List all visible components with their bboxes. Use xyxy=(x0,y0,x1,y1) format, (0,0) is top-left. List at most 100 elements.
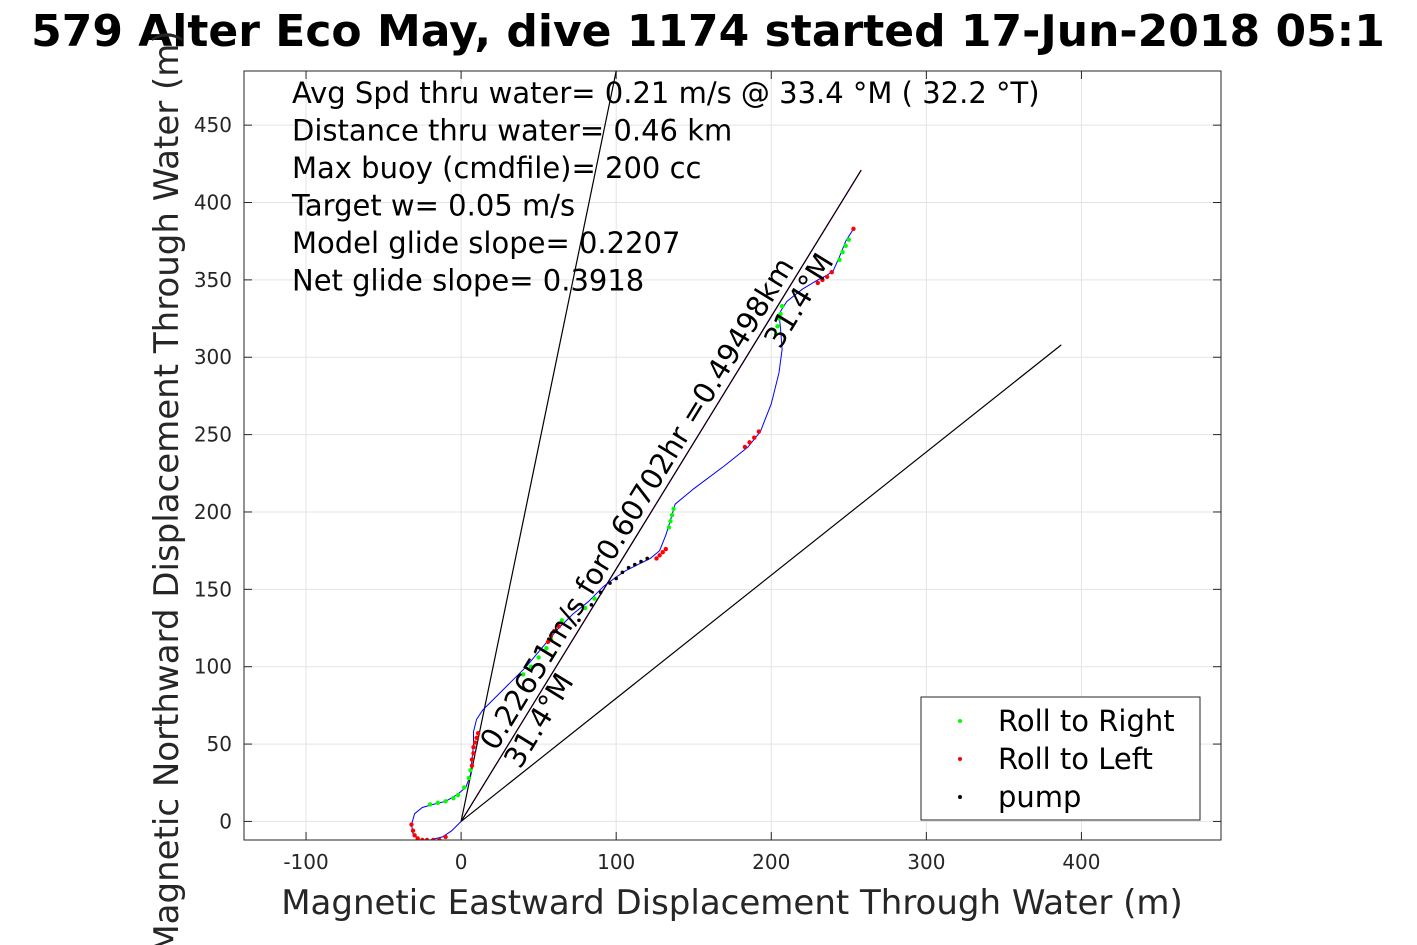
data-point xyxy=(468,768,473,773)
data-point xyxy=(443,834,448,840)
data-point xyxy=(660,550,665,555)
y-tick-label: 300 xyxy=(194,345,232,369)
data-point xyxy=(747,440,752,445)
data-point xyxy=(409,822,414,827)
data-point xyxy=(614,576,618,581)
data-point xyxy=(829,269,834,275)
y-tick-label: 450 xyxy=(194,113,232,137)
y-tick-label: 0 xyxy=(219,809,232,833)
data-point xyxy=(776,316,782,321)
guide-line xyxy=(460,344,1062,822)
legend-marker xyxy=(958,757,962,761)
data-point xyxy=(666,525,672,530)
data-point xyxy=(778,311,783,317)
data-point xyxy=(756,429,762,434)
data-point xyxy=(551,628,557,634)
data-point xyxy=(843,243,848,249)
data-point xyxy=(773,331,779,337)
data-point xyxy=(837,257,842,262)
data-point xyxy=(820,277,825,283)
x-tick-label: 100 xyxy=(597,850,635,874)
data-point xyxy=(639,559,643,564)
x-tick-label: 400 xyxy=(1062,850,1100,874)
data-point xyxy=(592,596,597,601)
y-tick-label: 350 xyxy=(194,268,232,292)
roll-points xyxy=(409,226,856,840)
grid xyxy=(244,71,1221,840)
y-axis-label: Magnetic Northward Displacement Through … xyxy=(147,30,187,945)
y-tick-label: 150 xyxy=(194,577,232,601)
data-point xyxy=(556,624,562,629)
stats-line: Model glide slope= 0.2207 xyxy=(292,226,680,260)
data-point xyxy=(451,796,456,801)
data-point xyxy=(669,512,675,518)
data-point xyxy=(663,546,669,552)
data-point xyxy=(475,731,481,736)
stats-line: Target w= 0.05 m/s xyxy=(291,189,575,223)
data-point xyxy=(471,751,476,756)
data-point xyxy=(671,506,676,512)
data-point xyxy=(462,785,467,790)
y-tick-label: 400 xyxy=(194,191,232,215)
data-point xyxy=(548,636,554,642)
data-point xyxy=(427,802,433,807)
data-point xyxy=(443,799,448,804)
data-point xyxy=(536,655,541,660)
legend-label: Roll to Left xyxy=(998,742,1153,776)
y-tick-label: 200 xyxy=(194,500,232,524)
data-point xyxy=(472,740,478,745)
data-point xyxy=(420,837,425,840)
stats-text-box: Avg Spd thru water= 0.21 m/s @ 33.4 °M (… xyxy=(291,76,1040,298)
data-point xyxy=(840,249,845,255)
data-point xyxy=(645,556,650,561)
data-point xyxy=(437,837,442,840)
data-point xyxy=(815,280,820,286)
legend-label: Roll to Right xyxy=(998,704,1175,738)
x-axis-label: Magnetic Eastward Displacement Through W… xyxy=(281,883,1183,923)
data-point xyxy=(545,639,551,645)
data-point xyxy=(846,237,852,242)
legend-marker xyxy=(958,719,962,723)
data-point xyxy=(412,833,417,838)
data-point xyxy=(620,570,625,575)
x-tick-label: 200 xyxy=(752,850,790,874)
data-point xyxy=(779,303,785,309)
data-point xyxy=(654,556,659,561)
data-point xyxy=(752,435,757,440)
data-point xyxy=(520,672,526,677)
data-point xyxy=(415,836,420,840)
data-point xyxy=(608,581,612,585)
data-point xyxy=(633,562,637,567)
data-point xyxy=(455,792,461,798)
x-tick-label: 0 xyxy=(455,850,468,874)
data-point xyxy=(577,618,581,623)
data-point xyxy=(559,618,565,623)
plot-frame xyxy=(243,70,1222,841)
y-tick-label: 100 xyxy=(194,655,232,679)
data-point xyxy=(589,603,594,607)
data-point xyxy=(824,274,830,279)
data-point xyxy=(548,633,554,638)
y-tick-label: 250 xyxy=(194,423,232,447)
data-point xyxy=(424,837,430,840)
data-point xyxy=(544,645,549,651)
data-point xyxy=(668,519,673,524)
data-point xyxy=(466,775,472,781)
data-point xyxy=(742,444,748,450)
stats-line: Max buoy (cmdfile)= 200 cc xyxy=(292,151,701,185)
data-point xyxy=(410,828,416,833)
legend-label: pump xyxy=(998,780,1081,814)
guide-lines xyxy=(460,71,1062,822)
data-point xyxy=(469,763,475,768)
chart-title: 579 Alter Eco May, dive 1174 started 17-… xyxy=(31,6,1385,57)
data-point xyxy=(474,735,479,741)
data-point xyxy=(430,837,436,840)
data-point xyxy=(775,324,780,329)
stats-line: Distance thru water= 0.46 km xyxy=(292,114,732,148)
y-tick-label: 50 xyxy=(207,732,232,756)
stats-line: Net glide slope= 0.3918 xyxy=(292,264,644,298)
data-point xyxy=(657,553,662,558)
guide-line xyxy=(460,71,617,822)
legend-marker xyxy=(958,795,962,799)
